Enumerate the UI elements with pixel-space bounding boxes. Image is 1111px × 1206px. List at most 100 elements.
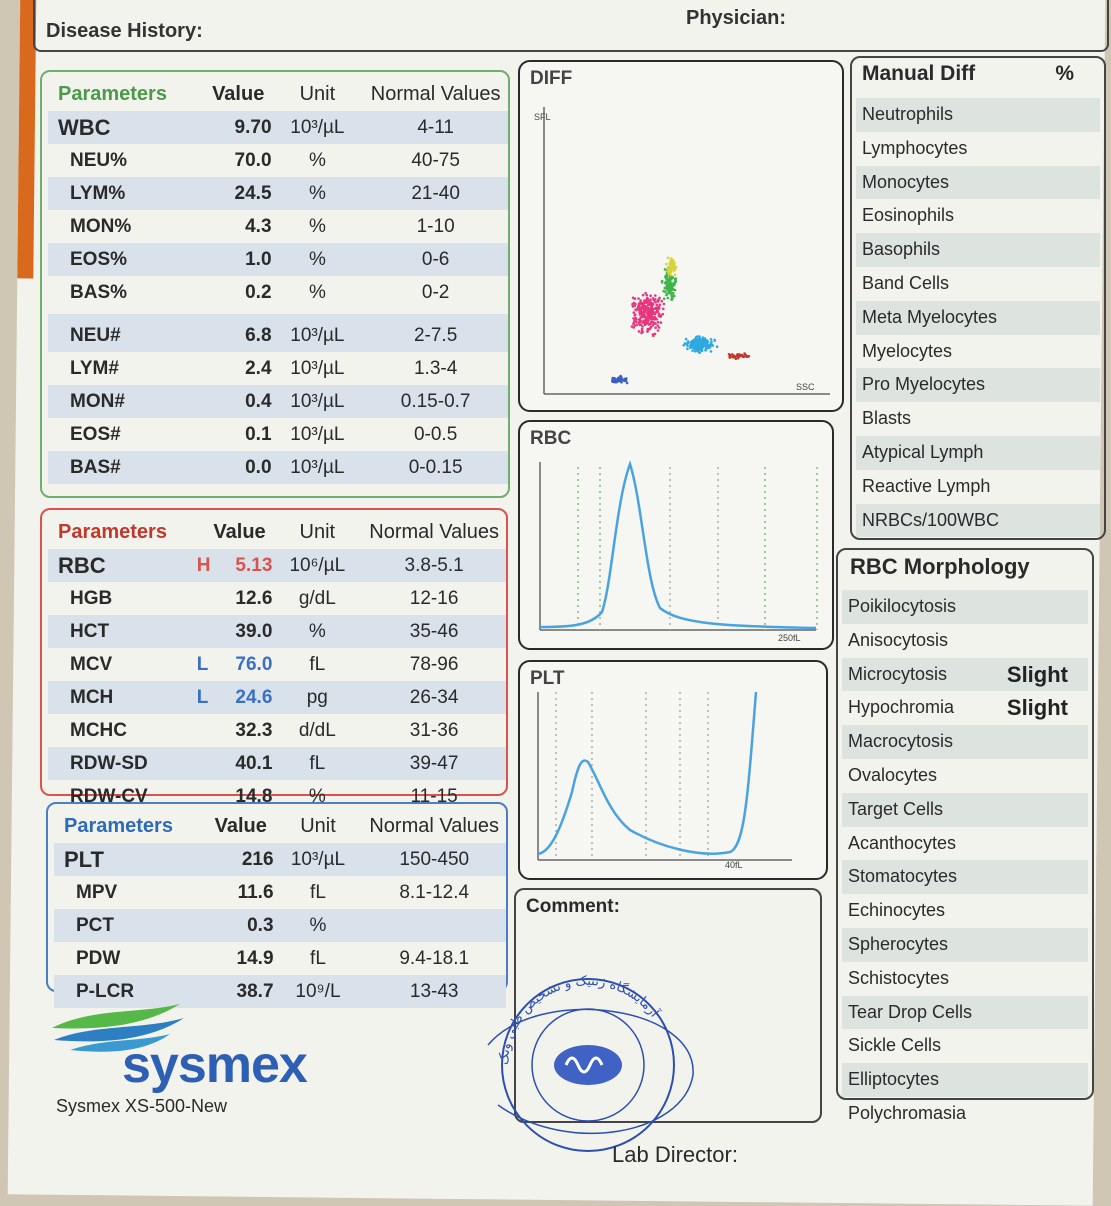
parameter-unit: 10⁶/µL <box>272 549 363 582</box>
flag-indicator: L <box>196 681 214 714</box>
diff-title: DIFF <box>530 68 573 89</box>
diff-dot <box>613 377 616 380</box>
table-row: PDW 14.9 fL 9.4-18.1 <box>54 942 506 975</box>
rbc-histogram: 250fL <box>539 460 818 643</box>
parameter-value: 76.0 <box>235 653 273 675</box>
flag-indicator <box>198 111 213 144</box>
diff-dot <box>653 307 656 311</box>
parameter-name: MCH <box>48 681 197 714</box>
parameter-value: 14.9 <box>236 947 274 969</box>
diff-dot <box>663 268 667 271</box>
parameter-name: EOS% <box>48 243 199 276</box>
parameter-value: 38.7 <box>214 975 274 1008</box>
table-row: RBC H 5.13 10⁶/µL 3.8-5.1 <box>48 549 506 582</box>
disease-history-label: Disease History: <box>46 20 203 42</box>
diff-dot <box>690 339 694 343</box>
parameter-unit: 10³/µL <box>271 451 364 484</box>
diff-dot <box>638 323 641 327</box>
diff-dot <box>660 281 664 284</box>
flag-indicator <box>199 352 212 385</box>
flag-indicator <box>196 747 214 780</box>
diff-dot <box>710 343 713 346</box>
header-parameters: Parameters <box>64 815 173 837</box>
table-row: EOS# 0.1 10³/µL 0-0.5 <box>48 418 508 451</box>
parameter-value: 12.6 <box>235 587 273 609</box>
diff-dot <box>668 279 671 283</box>
diff-dot <box>631 296 635 300</box>
list-item: Myelocytes <box>856 335 1100 369</box>
parameter-unit: % <box>272 615 363 648</box>
list-item-label: Spherocytes <box>848 933 949 954</box>
diff-dot <box>696 345 700 349</box>
diff-dot <box>670 257 673 260</box>
model-name: Sysmex XS-500-New <box>56 1096 228 1116</box>
table-row: BAS% 0.2% 0-2 <box>48 276 508 314</box>
rbc-morphology-panel: RBC Morphology Poikilocytosis Anisocytosi… <box>836 548 1094 1123</box>
list-item: Band Cells <box>856 267 1100 301</box>
list-item: Blasts <box>856 402 1100 436</box>
parameter-name: BAS% <box>70 281 128 303</box>
parameter-unit: d/dL <box>298 719 336 741</box>
normal-range: 9.4-18.1 <box>399 947 470 969</box>
flag-indicator <box>197 714 214 747</box>
parameter-unit: 10³/µL <box>273 843 363 876</box>
diff-dot <box>650 320 653 323</box>
diff-dot <box>647 319 650 322</box>
parameter-name: RDW-CV <box>70 785 148 807</box>
diff-dot <box>662 297 666 301</box>
table-row: BAS# 0.0 10³/µL 0-0.15 <box>48 451 508 484</box>
comment-box: Comment: <box>514 888 822 1123</box>
diff-dot <box>699 348 702 351</box>
diff-dot <box>657 326 661 329</box>
normal-range: 2-7.5 <box>363 314 508 352</box>
diff-dot <box>638 313 642 316</box>
diff-dot <box>645 299 649 302</box>
header-parameters: Parameters <box>58 83 167 105</box>
parameter-unit: 10³/µL <box>290 423 345 445</box>
parameter-unit: g/dL <box>298 587 336 609</box>
parameter-value: 0.4 <box>212 385 272 418</box>
list-item: Spherocytes <box>842 927 1088 962</box>
diff-dot <box>672 265 675 268</box>
parameter-unit: % <box>308 149 326 171</box>
diff-dot <box>651 324 655 327</box>
normal-range: 3.8-5.1 <box>362 549 506 582</box>
plt-histogram-curve <box>537 691 758 856</box>
diff-dot <box>683 342 687 345</box>
monocyte-cluster <box>727 352 751 360</box>
diff-dot <box>659 315 662 319</box>
table-row: NEU# 6.8 10³/µL 2-7.5 <box>48 314 508 352</box>
list-item-label: Poikilocytosis <box>848 596 957 616</box>
list-item: Echinocytes <box>842 894 1088 928</box>
parameter-unit: % <box>308 215 326 237</box>
flag-indicator <box>198 451 213 484</box>
diff-dot <box>743 352 746 355</box>
list-item-label: Elliptocytes <box>848 1069 940 1090</box>
morphology-grade: Slight <box>1006 661 1068 687</box>
parameter-value: 40.1 <box>213 747 273 780</box>
diff-dot <box>632 311 636 314</box>
rbc-morphology-title: RBC Morphology <box>850 554 1030 579</box>
plt-table: Parameters Value Unit Normal Values PLT 2… <box>54 810 506 1008</box>
diff-dot <box>671 297 674 300</box>
diff-dot <box>632 322 635 326</box>
diff-dot <box>734 357 738 360</box>
list-item-label: Sickle Cells <box>848 1035 942 1056</box>
normal-range: 13-43 <box>362 975 506 1008</box>
parameter-unit: fL <box>272 747 363 780</box>
diff-dot <box>652 321 656 325</box>
diff-dot <box>696 347 699 351</box>
flag-indicator <box>202 876 214 909</box>
flag-indicator <box>199 276 212 314</box>
normal-range: 0-6 <box>363 243 508 276</box>
manual-diff-panel: Manual Diff % Neutrophils Lymphocytes Mono… <box>850 56 1106 540</box>
diff-dot-clusters <box>611 256 751 385</box>
normal-range: 78-96 <box>409 653 459 675</box>
list-item-label: Lymphocytes <box>862 137 968 158</box>
diff-dot <box>670 260 673 264</box>
diff-dot <box>639 309 643 312</box>
list-item: Macrocytosis <box>842 725 1088 759</box>
header-normal-values: Normal Values <box>369 815 500 837</box>
diff-dot <box>657 312 661 315</box>
diff-dot <box>691 349 694 353</box>
